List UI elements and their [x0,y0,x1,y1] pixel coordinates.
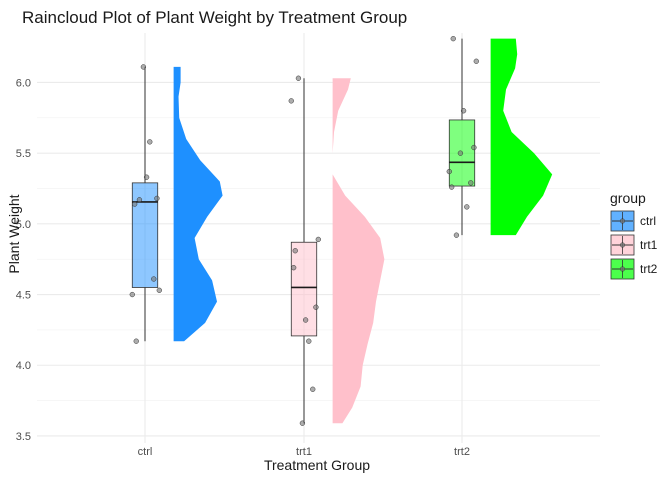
plot-area [37,33,600,443]
data-point-trt1 [315,236,321,243]
data-point-trt1 [313,304,319,310]
y-axis: 3.5 4.0 4.5 5.0 5.5 6.0 [16,77,31,442]
data-point-trt2 [460,108,467,114]
data-point-ctrl [151,276,157,282]
x-tick-label: trt1 [296,446,312,458]
y-axis-title: Plant Weight [6,194,22,273]
data-point-trt2 [457,150,464,156]
data-point-trt1 [288,98,294,104]
data-point-trt2 [471,144,477,151]
data-point-trt2 [453,232,460,238]
data-point-ctrl [147,139,153,145]
data-point-ctrl [140,64,147,70]
data-point-ctrl [133,338,139,344]
legend-point [619,218,626,224]
data-point-trt2 [450,36,456,42]
y-tick-label: 5.0 [16,219,31,231]
legend-title: group [610,190,646,206]
y-tick-label: 5.5 [16,148,31,160]
data-point-trt1 [302,317,309,323]
data-point-trt1 [306,338,312,344]
density-clouds [173,38,553,424]
data-point-ctrl [143,174,150,180]
legend-items: ctrl trt1 trt2 [610,210,658,280]
data-point-trt1 [310,386,316,392]
data-point-ctrl [136,197,143,203]
x-axis-title: Treatment Group [264,457,370,473]
legend-point [619,242,626,248]
jittered-points [129,36,479,426]
x-axis: ctrl trt1 trt2 [138,446,470,458]
data-point-trt2 [446,168,452,175]
data-point-ctrl [154,195,160,202]
data-point-trt2 [473,58,479,64]
data-point-trt2 [468,180,474,186]
chart-title: Raincloud Plot of Plant Weight by Treatm… [22,8,407,27]
data-point-trt2 [464,204,470,210]
legend-key-trt2: trt2 [610,258,658,280]
data-point-trt1 [295,75,302,81]
boxplots [131,38,476,424]
y-tick-label: 6.0 [16,77,31,89]
y-tick-label: 3.5 [16,431,31,443]
legend-label: trt2 [640,262,658,276]
data-point-trt1 [299,420,306,426]
x-tick-label: ctrl [138,446,153,458]
data-point-ctrl [132,201,138,207]
legend: group ctrl trt1 trt2 [610,190,658,280]
legend-label: trt1 [640,238,658,252]
x-tick-label: trt2 [454,446,470,458]
legend-label: ctrl [640,214,656,228]
data-point-trt1 [291,265,297,271]
density-cloud-ctrl [173,66,223,342]
y-tick-label: 4.5 [16,290,31,302]
y-tick-label: 4.0 [16,360,31,372]
data-point-trt1 [292,248,298,254]
box-ctrl [131,182,159,288]
legend-point [619,266,626,272]
data-point-trt2 [449,184,455,190]
density-cloud-trt2 [490,38,553,236]
density-cloud-trt1 [332,78,385,424]
data-point-ctrl [156,287,162,293]
data-point-ctrl [129,291,135,298]
legend-key-trt1: trt1 [610,234,658,256]
legend-key-ctrl: ctrl [610,210,656,232]
